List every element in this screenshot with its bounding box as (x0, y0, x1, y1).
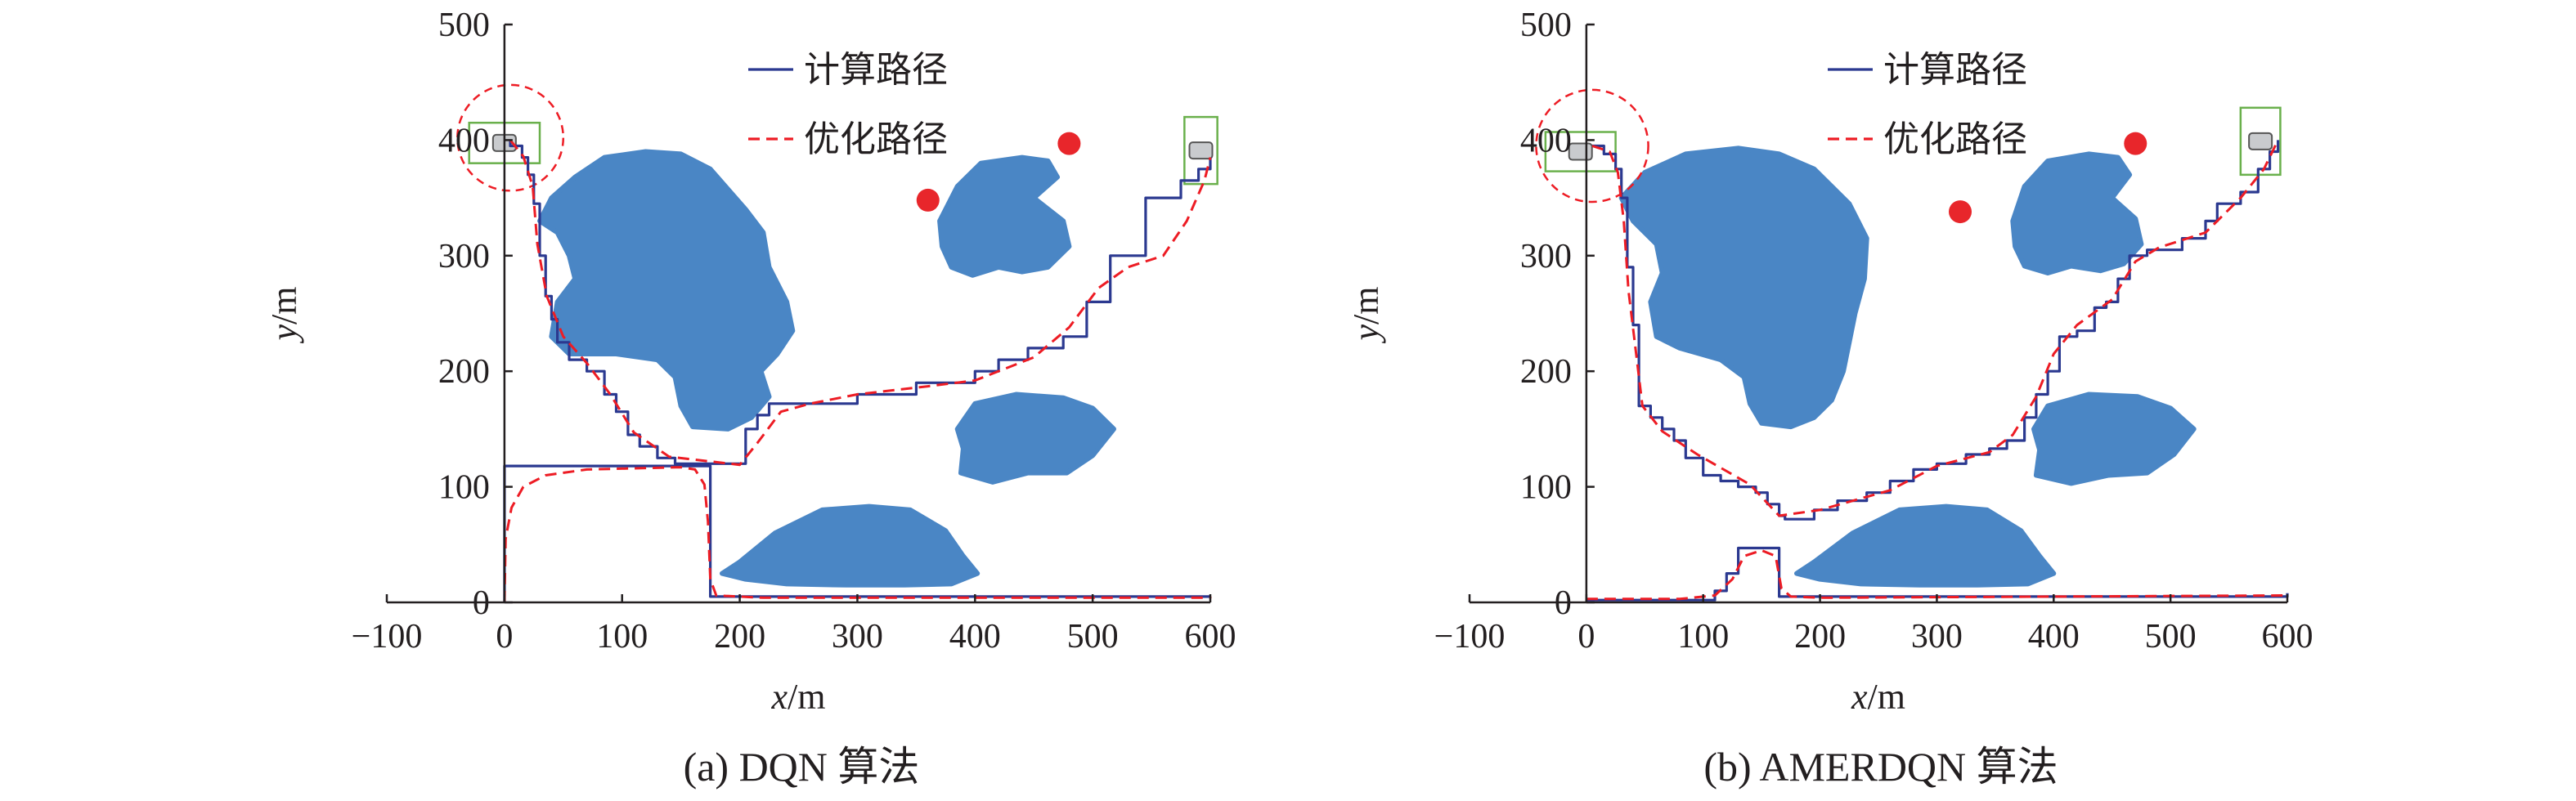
y-axis-label: y/m (1346, 287, 1386, 344)
goal-box (2239, 106, 2282, 177)
goal-box (1183, 115, 1218, 186)
y-tick-label: 500 (1520, 7, 1572, 44)
x-axis-unit: /m (1868, 677, 1905, 717)
obstacle-3 (954, 392, 1116, 485)
x-tick-label: 100 (596, 618, 648, 656)
computed-path-2 (1592, 140, 2280, 521)
y-tick-label: 500 (438, 7, 490, 44)
x-tick-label: 400 (949, 618, 1001, 656)
start-vehicle-icon (1568, 142, 1593, 161)
legend-label-1: 计算路径 (804, 49, 948, 91)
x-tick-label: 0 (496, 618, 513, 656)
y-tick-label: 200 (438, 353, 490, 391)
x-tick-label: 200 (714, 618, 765, 656)
y-tick-label: 400 (1520, 122, 1572, 159)
obstacle-1 (537, 149, 796, 432)
x-tick-label: 500 (2145, 618, 2197, 656)
obstacle-2 (937, 154, 1072, 278)
y-axis-variable: y (1346, 324, 1386, 343)
y-axis-label: y/m (264, 287, 304, 344)
y-tick-label: 0 (1555, 584, 1572, 622)
x-tick-label: 500 (1067, 618, 1119, 656)
y-axis-unit: /m (1346, 287, 1386, 324)
obstacle-4 (720, 503, 981, 588)
x-axis-label: x/m (771, 677, 826, 717)
highlight-circle (1535, 88, 1649, 204)
x-tick-label: 600 (2262, 618, 2313, 656)
x-axis-variable: x (1851, 677, 1868, 717)
x-tick-label: 300 (1911, 618, 1963, 656)
red-dot-2 (916, 188, 940, 212)
y-tick-label: 0 (473, 584, 490, 622)
goal-vehicle-icon (2248, 132, 2273, 150)
x-tick-label: 400 (2028, 618, 2080, 656)
y-tick-label: 100 (438, 469, 490, 507)
y-tick-label: 200 (1520, 353, 1572, 391)
x-tick-label: 0 (1577, 618, 1595, 656)
x-axis-unit: /m (788, 677, 825, 717)
x-tick-label: −100 (1434, 618, 1506, 656)
x-tick-label: 300 (832, 618, 883, 656)
panel-caption: (a) DQN 算法 (684, 744, 920, 790)
y-tick-label: 300 (438, 238, 490, 275)
y-axis-unit: /m (264, 287, 304, 324)
y-axis-variable: y (264, 324, 304, 343)
optimized-path-3 (503, 466, 1212, 603)
start-box (1544, 131, 1617, 172)
highlight-circle (456, 83, 565, 192)
x-tick-label: 600 (1185, 618, 1236, 656)
red-dot-2 (1949, 200, 1972, 224)
computed-path-2 (509, 140, 1212, 465)
red-dot-1 (1057, 132, 1081, 155)
panel-caption: (b) AMERDQN 算法 (1703, 744, 2058, 790)
x-axis-label: x/m (1851, 677, 1905, 717)
x-tick-label: −100 (352, 618, 423, 656)
optimized-path-4 (509, 139, 1212, 467)
obstacle-4 (1794, 503, 2057, 588)
x-tick-label: 200 (1794, 618, 1846, 656)
chart-panel-1: −100 0 100 200 300 400 500 600 0 100 200 300 400 500 x… (264, 7, 1236, 790)
red-dot-1 (2124, 132, 2147, 155)
legend-label-2: 优化路径 (1883, 119, 2027, 160)
x-axis-variable: x (771, 677, 788, 717)
x-tick-label: 100 (1677, 618, 1729, 656)
chart-panel-2: −100 0 100 200 300 400 500 600 0 100 200 300 400 500 x… (1346, 7, 2313, 790)
obstacle-3 (2031, 392, 2197, 486)
goal-vehicle-icon (1188, 141, 1214, 160)
optimized-path-4 (1591, 139, 2279, 517)
obstacle-1 (1618, 145, 1869, 430)
y-tick-label: 100 (1520, 469, 1572, 507)
legend-label-1: 计算路径 (1883, 49, 2027, 91)
legend-label-2: 优化路径 (804, 119, 948, 160)
obstacle-2 (2010, 151, 2144, 275)
y-tick-label: 300 (1520, 238, 1572, 275)
y-tick-label: 400 (438, 122, 490, 159)
